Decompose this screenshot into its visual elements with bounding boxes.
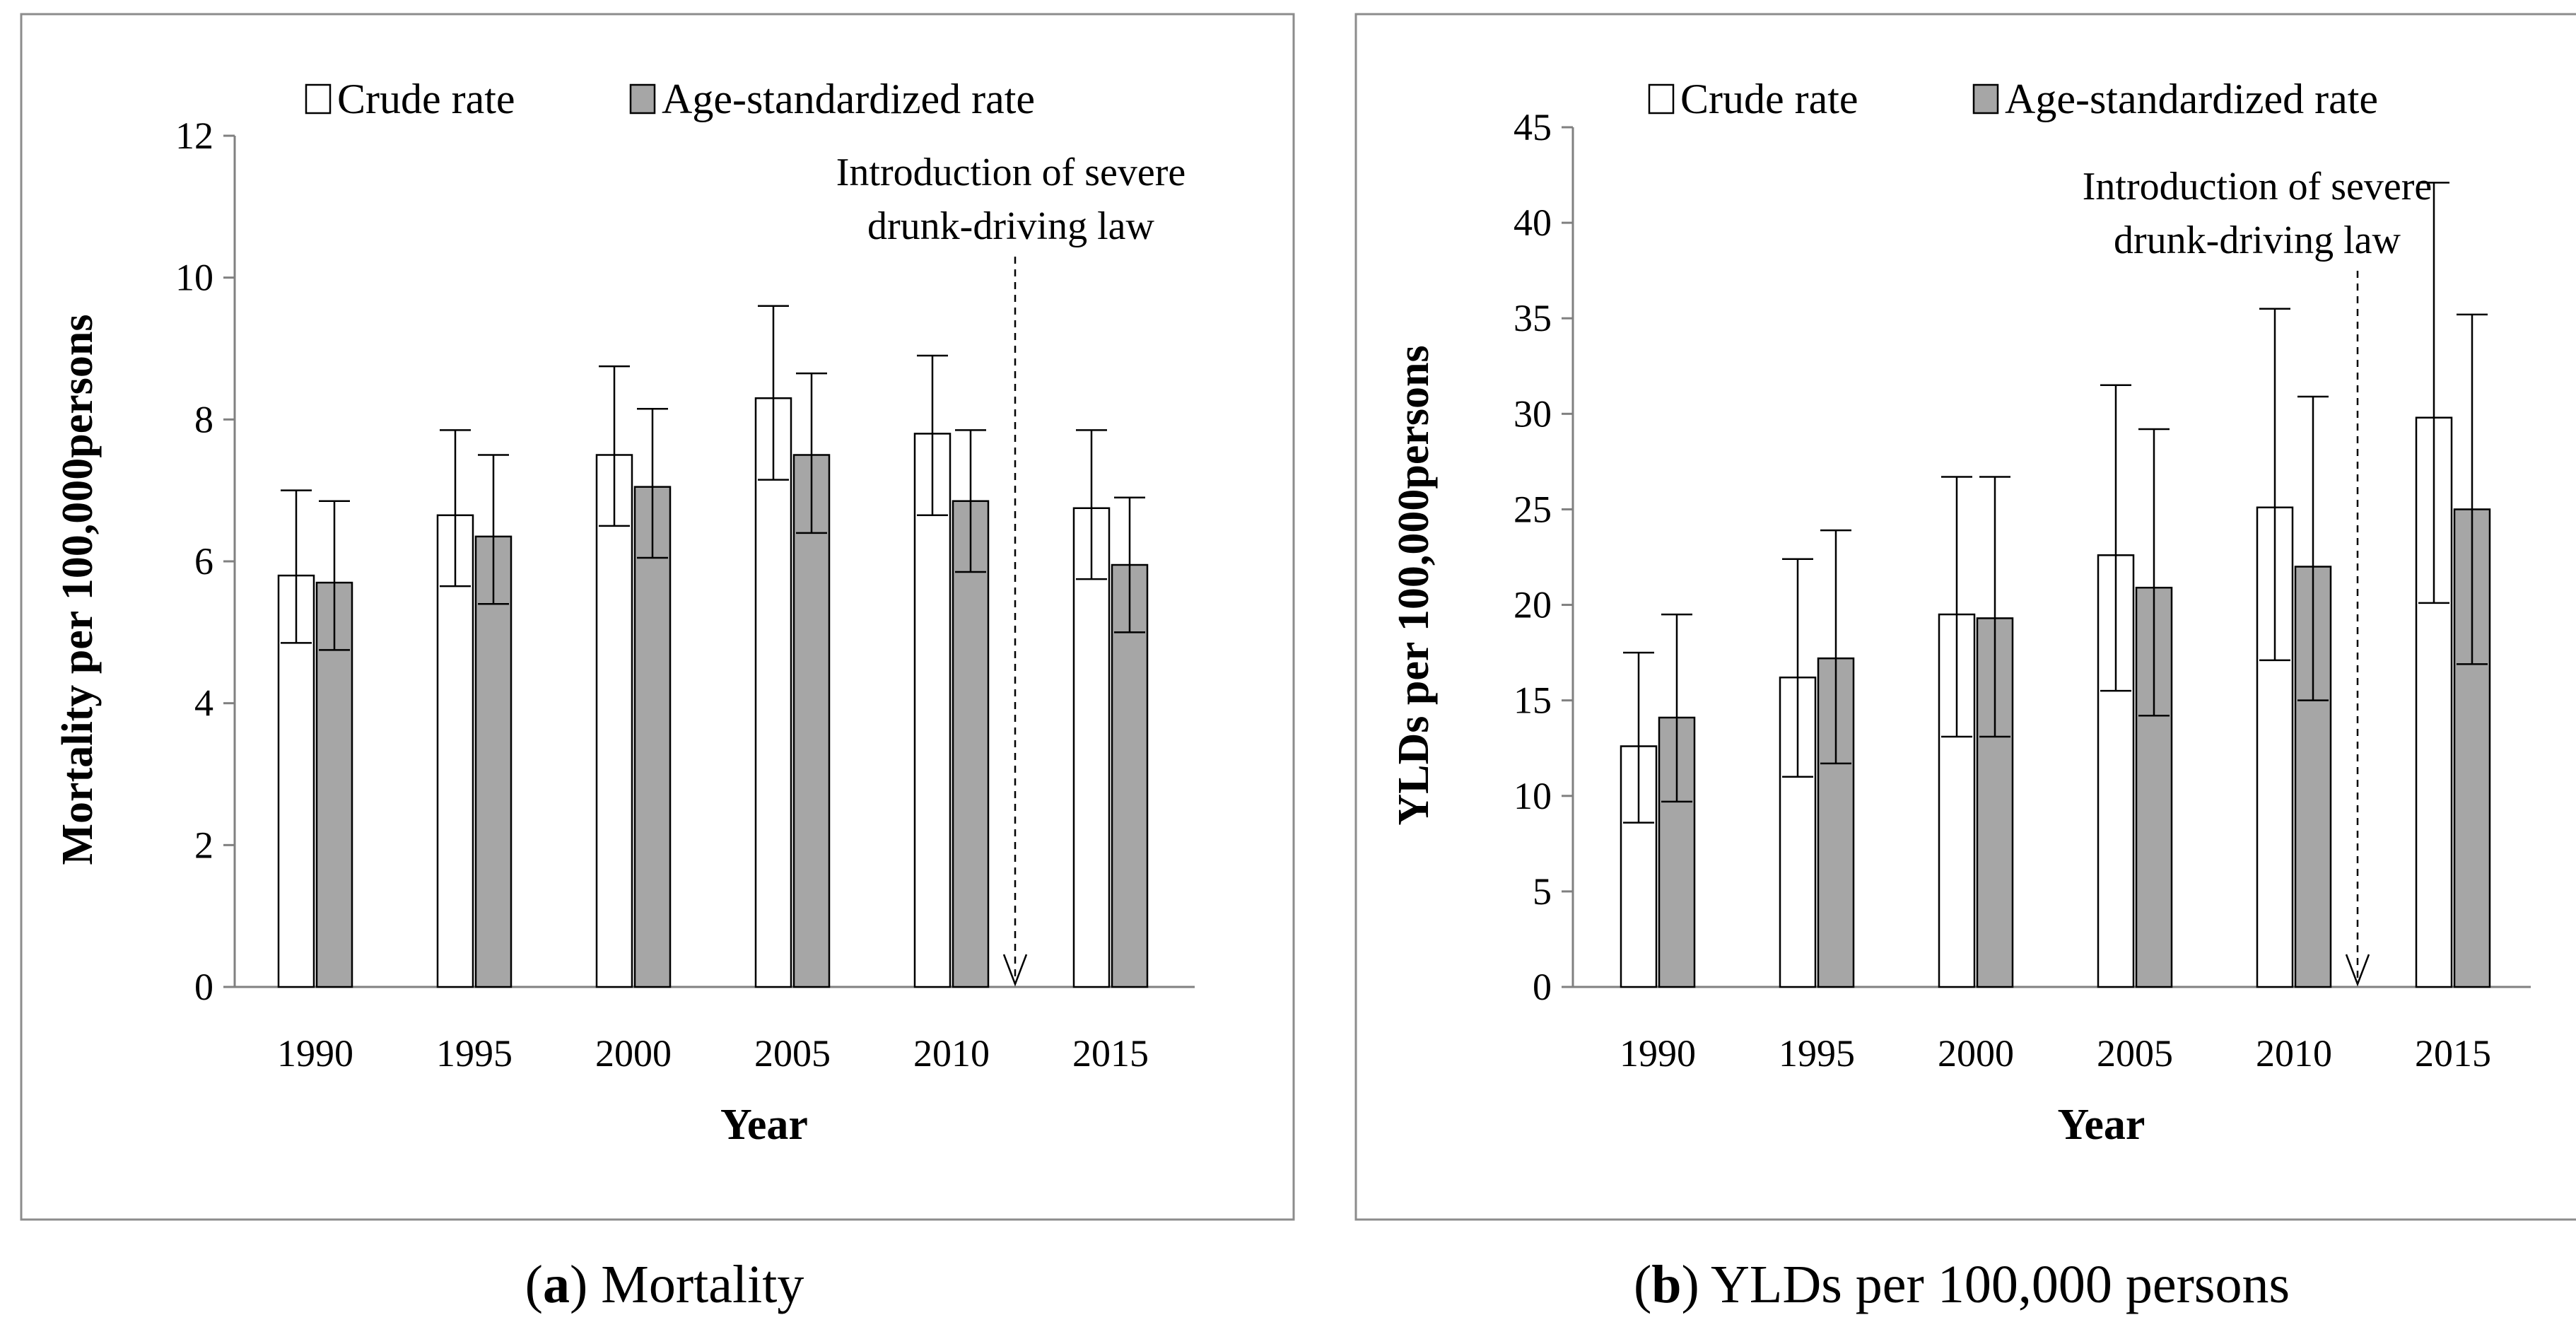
y-tick-label: 25 [1514, 488, 1552, 530]
annotation-arrow-head [1002, 954, 1028, 987]
bar-age-standardized-rate [952, 500, 990, 988]
caption-a: (a) Mortality [525, 1255, 804, 1314]
y-tick-label: 45 [1514, 106, 1552, 148]
bar-age-standardized-rate [633, 486, 672, 988]
legend-label-crude-rate: Crude rate [337, 76, 515, 122]
legend-label-age-standardized-rate: Age-standardized rate [662, 76, 1035, 122]
x-tick-label: 2015 [1072, 1032, 1149, 1075]
y-tick-label: 0 [1533, 966, 1552, 1008]
y-tick-label: 10 [1514, 775, 1552, 817]
y-tick-label: 2 [194, 824, 213, 866]
annotation-line-1: Introduction of severe [836, 151, 1185, 194]
x-tick-label: 2015 [2415, 1032, 2491, 1075]
x-tick-label: 1995 [436, 1032, 513, 1075]
bar-age-standardized-rate [792, 454, 831, 988]
y-axis-title: Mortality per 100,000persons [54, 315, 102, 865]
y-tick-label: 35 [1514, 297, 1552, 339]
x-tick-label: 1995 [1779, 1032, 1855, 1075]
legend-swatch-age-standardized-rate [629, 83, 656, 115]
caption-b: (b) YLDs per 100,000 persons [1634, 1255, 2290, 1314]
y-tick-label: 40 [1514, 201, 1552, 244]
x-tick-label: 1990 [1620, 1032, 1696, 1075]
annotation-line-1: Introduction of severe [2083, 165, 2432, 209]
panel-a-mortality: 0 2 4 6 8 10 12 1990 1995 2000 2005 2010 2015 Year Mor… [20, 13, 1295, 1221]
captions: (a) Mortality (b) YLDs per 100,000 perso… [525, 1255, 2290, 1314]
y-tick-label: 8 [194, 398, 213, 440]
chart-frame [20, 13, 1295, 1221]
y-tick-label: 6 [194, 540, 213, 583]
legend-label-age-standardized-rate: Age-standardized rate [2005, 76, 2378, 122]
bar-crude-rate [1072, 507, 1111, 988]
bar-age-standardized-rate [474, 535, 513, 988]
bar-crude-rate [277, 574, 315, 988]
y-axis-title: YLDs per 100,000persons [1390, 345, 1438, 825]
annotation-line-2: drunk-driving law [2114, 218, 2401, 262]
x-axis-title: Year [720, 1101, 808, 1149]
legend-label-crude-rate: Crude rate [1680, 76, 1858, 122]
y-tick-label: 10 [175, 257, 213, 299]
annotation-line-2: drunk-driving law [867, 204, 1154, 248]
x-tick-label: 2005 [2097, 1032, 2173, 1075]
annotation-arrow-head [2345, 954, 2370, 987]
legend-swatch-crude-rate [1648, 83, 1675, 115]
x-tick-label: 2000 [595, 1032, 672, 1075]
x-axis-title: Year [2058, 1101, 2145, 1149]
y-tick-label: 15 [1514, 679, 1552, 722]
x-tick-label: 2000 [1938, 1032, 2014, 1075]
y-tick-label: 20 [1514, 584, 1552, 626]
x-tick-label: 2010 [913, 1032, 990, 1075]
y-tick-label: 0 [194, 966, 213, 1008]
y-tick-label: 5 [1533, 870, 1552, 913]
x-tick-label: 1990 [277, 1032, 353, 1075]
y-tick-label: 12 [175, 115, 213, 157]
x-tick-label: 2005 [754, 1032, 831, 1075]
bar-crude-rate [595, 454, 633, 988]
bar-crude-rate [913, 433, 952, 988]
bar-crude-rate [754, 397, 792, 988]
legend-swatch-age-standardized-rate [1972, 83, 1999, 115]
panel-b-ylds: 0 5 10 15 20 25 30 35 40 45 1990 1995 2000 2005 2010 20… [1354, 13, 2576, 1221]
y-tick-label: 30 [1514, 392, 1552, 435]
legend-swatch-crude-rate [305, 83, 332, 115]
bar-age-standardized-rate [1111, 563, 1149, 988]
chart-frame [1354, 13, 2576, 1221]
y-tick-label: 4 [194, 682, 213, 725]
x-tick-label: 2010 [2256, 1032, 2332, 1075]
